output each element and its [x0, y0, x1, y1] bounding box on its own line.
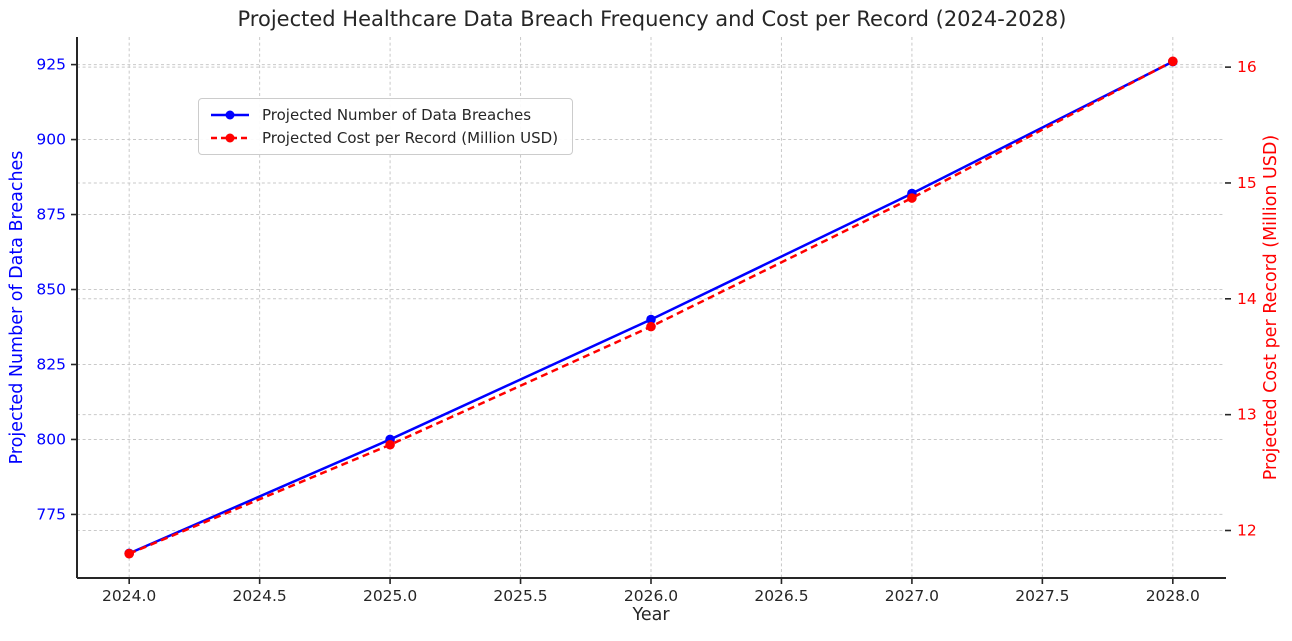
legend-item-cost: Projected Cost per Record (Million USD) — [209, 128, 558, 148]
legend-item-breaches: Projected Number of Data Breaches — [209, 105, 558, 125]
y-tick-label-left: 825 — [36, 355, 66, 373]
x-tick-label: 2026.5 — [754, 587, 808, 605]
x-tick-label: 2028.0 — [1146, 587, 1200, 605]
y-tick-label-right: 12 — [1237, 522, 1257, 540]
y-tick-label-left: 775 — [36, 505, 66, 523]
breaches-data-point — [646, 314, 656, 325]
y-tick-label-right: 13 — [1237, 406, 1257, 424]
chart-title: Projected Healthcare Data Breach Frequen… — [237, 7, 1067, 31]
legend: Projected Number of Data Breaches Projec… — [198, 98, 574, 155]
x-tick-label: 2024.0 — [102, 587, 156, 605]
x-tick-label: 2025.0 — [363, 587, 417, 605]
y-tick-label-left: 850 — [36, 281, 66, 299]
y-tick-label-left: 900 — [36, 131, 66, 149]
y-tick-label-left: 925 — [36, 56, 66, 74]
blue-solid-line-marker-icon — [211, 110, 249, 120]
legend-label-cost: Projected Cost per Record (Million USD) — [262, 129, 559, 147]
cost-data-point — [646, 321, 656, 332]
cost-data-point — [1168, 56, 1178, 67]
x-tick-label: 2024.5 — [233, 587, 287, 605]
cost-data-point — [385, 439, 395, 450]
y-tick-label-right: 15 — [1237, 174, 1257, 192]
cost-data-point — [124, 548, 134, 559]
y-tick-label-right: 16 — [1237, 58, 1257, 76]
x-axis-label: Year — [632, 605, 670, 625]
y-tick-label-left: 800 — [36, 430, 66, 448]
cost-data-point — [907, 193, 917, 203]
y-tick-label-left: 875 — [36, 206, 66, 224]
x-tick-label: 2025.5 — [493, 587, 547, 605]
x-tick-label: 2027.0 — [885, 587, 939, 605]
legend-label-breaches: Projected Number of Data Breaches — [262, 106, 532, 124]
x-tick-label: 2027.5 — [1015, 587, 1069, 605]
red-dashed-line-marker-icon — [211, 133, 249, 143]
x-tick-label: 2026.0 — [624, 587, 678, 605]
y-tick-label-right: 14 — [1237, 290, 1257, 308]
